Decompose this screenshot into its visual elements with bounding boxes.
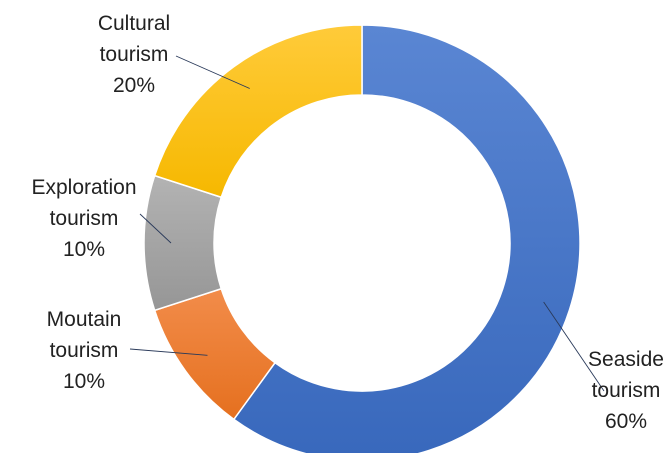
slice-moutain-label-line: tourism — [50, 339, 119, 362]
slice-moutain-label-line: Moutain — [47, 308, 122, 331]
slice-exploration — [143, 174, 223, 312]
slice-cultural-leader-line — [175, 55, 250, 89]
slice-cultural-label-line: 20% — [113, 74, 155, 97]
slice-moutain-label-line: 10% — [63, 370, 105, 393]
slice-seaside-label-line: Seaside — [588, 348, 664, 371]
slice-cultural-label: Cultural tourism 20% — [98, 12, 170, 97]
slice-exploration-label: Exploration tourism 10% — [31, 176, 136, 261]
slice-moutain-label: Moutain tourism 10% — [47, 308, 122, 393]
slice-seaside-label-line: tourism — [592, 379, 661, 402]
slice-seaside-label-line: 60% — [605, 410, 647, 433]
slice-exploration-label-line: tourism — [50, 207, 119, 230]
slice-cultural-label-line: tourism — [100, 43, 169, 66]
slice-cultural — [153, 24, 363, 199]
slice-exploration-leader-line — [139, 213, 172, 244]
slice-seaside — [232, 24, 581, 453]
slice-moutain-leader-line — [129, 348, 208, 356]
slice-seaside-leader-line — [543, 301, 605, 392]
slice-seaside-label: Seaside tourism 60% — [588, 348, 664, 433]
slice-exploration-label-line: 10% — [63, 238, 105, 261]
slice-exploration-label-line: Exploration — [31, 176, 136, 199]
slice-cultural-label-line: Cultural — [98, 12, 170, 35]
